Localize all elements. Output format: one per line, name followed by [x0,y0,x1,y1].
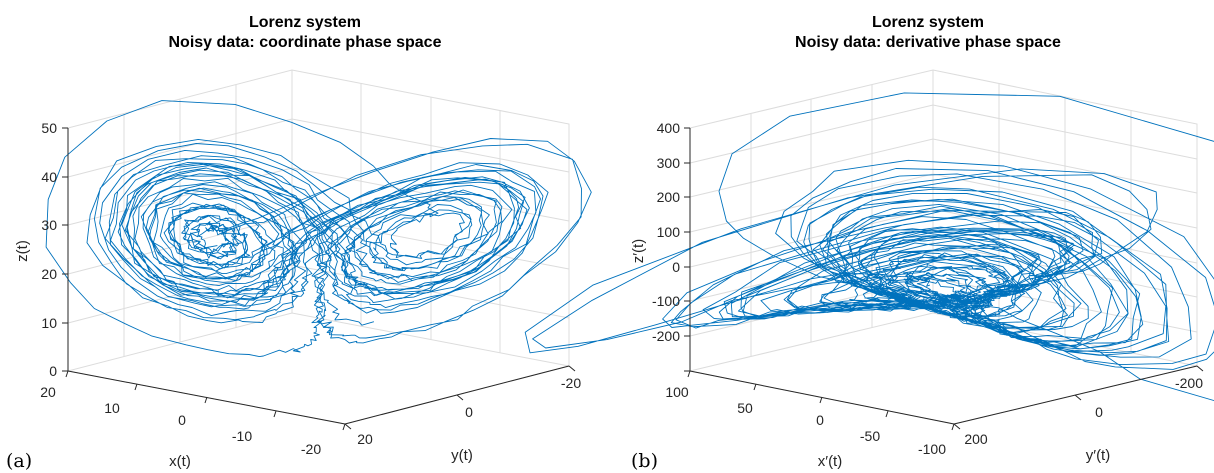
panel-b-chart: Lorenz system Noisy data: derivative pha… [524,14,1214,472]
panel-a-title-line2: Noisy data: coordinate phase space [169,34,442,51]
panel-a-chart: Lorenz system Noisy data: coordinate pha… [6,14,592,472]
panel-b-x-tick: 100 [665,384,689,400]
panel-a-x-tick: 10 [104,400,120,416]
panel-b-z-tick: 0 [672,259,680,275]
panel-a-x-tick: -20 [301,441,321,457]
panel-a-y-tick: -20 [561,375,581,391]
panel-a-y-label: y(t) [451,447,473,464]
panel-a-trajectory [45,100,592,358]
panel-b-y-label: y′(t) [1086,447,1110,464]
panel-a-axes [62,127,576,431]
panel-b-y-tick: -200 [1175,375,1203,391]
panel-a-z-tick: 10 [41,315,57,331]
panel-a-z-tick: 40 [41,169,57,185]
panel-b-trajectory [524,92,1214,402]
panel-b-label: (b) [631,450,658,472]
panel-a-z-tick: 50 [41,120,57,136]
panel-a-x-label: x(t) [169,453,191,470]
panel-a-z-tick: 30 [41,217,57,233]
panel-b-x-tick: 0 [816,412,824,428]
panel-b-z-tick: -100 [652,293,680,309]
panel-b-x-label: x′(t) [818,453,842,470]
panel-a-y-tick: 20 [357,431,373,447]
panel-b-z-tick: 200 [657,189,681,205]
panel-a-x-tick: 20 [40,384,56,400]
panel-b-y-tick: 200 [964,431,988,447]
panel-b-z-tick: 100 [657,224,681,240]
panel-b-z-tick: -200 [652,328,680,344]
panel-b-z-tick: 400 [657,120,681,136]
panel-a-y-tick: 0 [465,404,473,420]
panel-a-x-tick: 0 [178,412,186,428]
panel-a-z-label: z(t) [14,240,31,262]
panel-b-z-tick: 300 [657,155,681,171]
panel-b-axes [684,127,1204,431]
panel-b-x-tick: -50 [860,428,880,444]
panel-b-x-tick: 50 [737,400,753,416]
panel-a-z-tick: 0 [49,363,57,379]
panel-b-y-tick: 0 [1095,404,1103,420]
panel-a-z-tick: 20 [41,266,57,282]
panel-a-x-tick: -10 [232,428,252,444]
panel-b-title-line1: Lorenz system [872,14,984,31]
panel-b-title-line2: Noisy data: derivative phase space [795,34,1061,51]
panel-b-z-label: z′(t) [630,239,647,263]
panel-a-title-line1: Lorenz system [249,14,361,31]
panel-b-x-tick: -100 [918,441,946,457]
panel-a-label: (a) [6,450,32,472]
